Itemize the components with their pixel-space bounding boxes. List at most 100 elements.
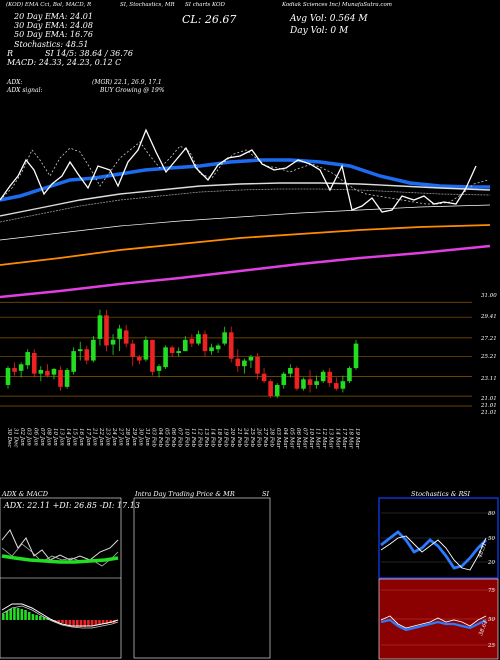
macd-histogram-bar [13, 608, 16, 620]
candle-up [163, 347, 168, 368]
date-axis-label: 11 Feb [190, 428, 196, 448]
candle-up [117, 328, 122, 339]
date-axis-label: 30 Dec [6, 428, 12, 448]
candle-up [156, 366, 162, 371]
ema30-label: 30 Day EMA: 24.08 [14, 21, 93, 30]
candle-up [320, 371, 326, 382]
candle-up [91, 339, 96, 361]
header-title-left: (KOD) EMA Cci, Bol, MACD, R [6, 2, 92, 8]
candle-down [104, 315, 109, 346]
candle-down [45, 370, 50, 376]
date-axis-label: 31 Dec [13, 428, 19, 448]
macd-histogram-bar [9, 609, 12, 620]
macd-histogram-bar [68, 620, 72, 625]
candle-down [169, 347, 175, 353]
price-axis-label: 21.01 [480, 396, 497, 402]
ema50-label: 50 Day EMA: 16.76 [14, 30, 93, 39]
date-axis-label: 27 Jan [118, 427, 124, 446]
candle-up [97, 315, 103, 339]
candle-down [261, 373, 267, 382]
candle-up [176, 351, 182, 353]
candle-up [314, 381, 319, 385]
macd-histogram-bar [94, 620, 98, 625]
adx-line [1, 554, 119, 564]
date-axis-label: 26 Feb [256, 427, 262, 448]
candle-up [110, 339, 116, 345]
macd-histogram-bar [27, 612, 31, 620]
date-axis-label: 29 Jan [131, 427, 137, 446]
date-axis-label: 06 Feb [170, 428, 176, 448]
minus-di-line [1, 543, 119, 567]
intraday-title: Intra Day Trading Price & MR [135, 490, 235, 498]
date-axis-label: 28 Jan [124, 427, 130, 446]
date-axis-label: 14 Feb [210, 428, 216, 448]
adx-signal-value: BUY Growing @ 19% [100, 87, 165, 94]
macd-histogram-bar [42, 617, 46, 620]
sma-line [0, 244, 491, 299]
ema20-label: 20 Day EMA: 24.01 [14, 12, 93, 21]
date-axis-label: 12 Mar [321, 428, 327, 449]
date-axis-label: 05 Feb [164, 428, 170, 448]
candle-down [150, 339, 155, 372]
price-axis-label: 27.21 [480, 336, 497, 342]
candle-up [215, 345, 221, 350]
date-axis-label: 11 Mar [315, 428, 321, 449]
candle-down [189, 338, 195, 344]
macd-histogram-bar [57, 620, 61, 622]
rsi-axis-label: 50 [488, 617, 495, 623]
date-axis-label: 13 Feb [203, 428, 209, 448]
macd-histogram-bar [16, 608, 20, 620]
candle-up [281, 373, 287, 385]
avg-vol-label: Avg Vol: 0.564 M [290, 14, 368, 24]
candle-down [137, 356, 142, 361]
price-axis-label: 21.01 [480, 410, 497, 416]
date-axis-label: 03 Jan [26, 428, 32, 446]
date-axis-label: 07 Feb [177, 428, 183, 448]
stoch-value-label: 48.51 [477, 542, 488, 560]
date-axis-label: 31 Jan [144, 428, 150, 446]
date-axis-label: 21 Jan [91, 427, 97, 446]
bollinger-line [0, 141, 489, 205]
candle-up [196, 334, 201, 344]
candle-down [202, 334, 208, 352]
header-title-mid2: SI charts KOD [185, 2, 225, 8]
stochastics-label: Stochastics: 48.51 [14, 40, 89, 49]
candle-down [12, 368, 17, 372]
date-axis-label: 22 Jan [98, 427, 104, 446]
rsi-axis-label: 25 [487, 643, 495, 649]
date-axis-label: 24 Jan [111, 427, 117, 446]
header-title-right: Kodiak Sciences Inc) MunafaSutra.com [282, 2, 393, 8]
ema20-line [0, 158, 490, 202]
header-title-mid: SI, Stochastics, MR [120, 2, 175, 8]
date-axis-label: 10 Mar [308, 428, 314, 449]
rsi-value-label: 38.64 [478, 619, 489, 636]
date-axis-label: 18 Mar [347, 428, 353, 449]
candle-down [58, 369, 63, 387]
stoch-title: Stochastics & R [411, 490, 464, 498]
candle-down [123, 330, 129, 344]
adx-macd-values: ADX: 22.11 +DI: 26.85 -DI: 17.13 [4, 501, 140, 510]
day-vol-label: Day Vol: 0 M [290, 26, 349, 36]
intraday-panel [133, 497, 271, 659]
stoch-axis-label: 80 [488, 511, 495, 517]
date-axis-label: 17 Mar [341, 428, 347, 449]
candle-up [64, 369, 70, 387]
date-axis-label: 16 Jan [78, 428, 84, 446]
candle-up [182, 339, 188, 352]
macd-histogram-bar [24, 610, 27, 620]
candle-up [347, 368, 352, 382]
ema30-line [0, 182, 491, 217]
date-axis-label: 04 Mar [282, 428, 288, 449]
date-axis-label: 13 Jan [59, 428, 65, 446]
date-axis-label: 08 Jan [45, 428, 51, 446]
candle-up [143, 339, 149, 360]
date-axis-label: 27 Feb [262, 427, 268, 448]
candle-up [340, 381, 346, 389]
candle-up [242, 360, 247, 367]
close-price-line [0, 128, 477, 213]
adx-signal-label: ADX signal: [7, 87, 43, 94]
macd-histogram-bar [72, 620, 75, 626]
date-axis-label: 28 Feb [269, 427, 275, 448]
rsi-line [380, 615, 487, 629]
